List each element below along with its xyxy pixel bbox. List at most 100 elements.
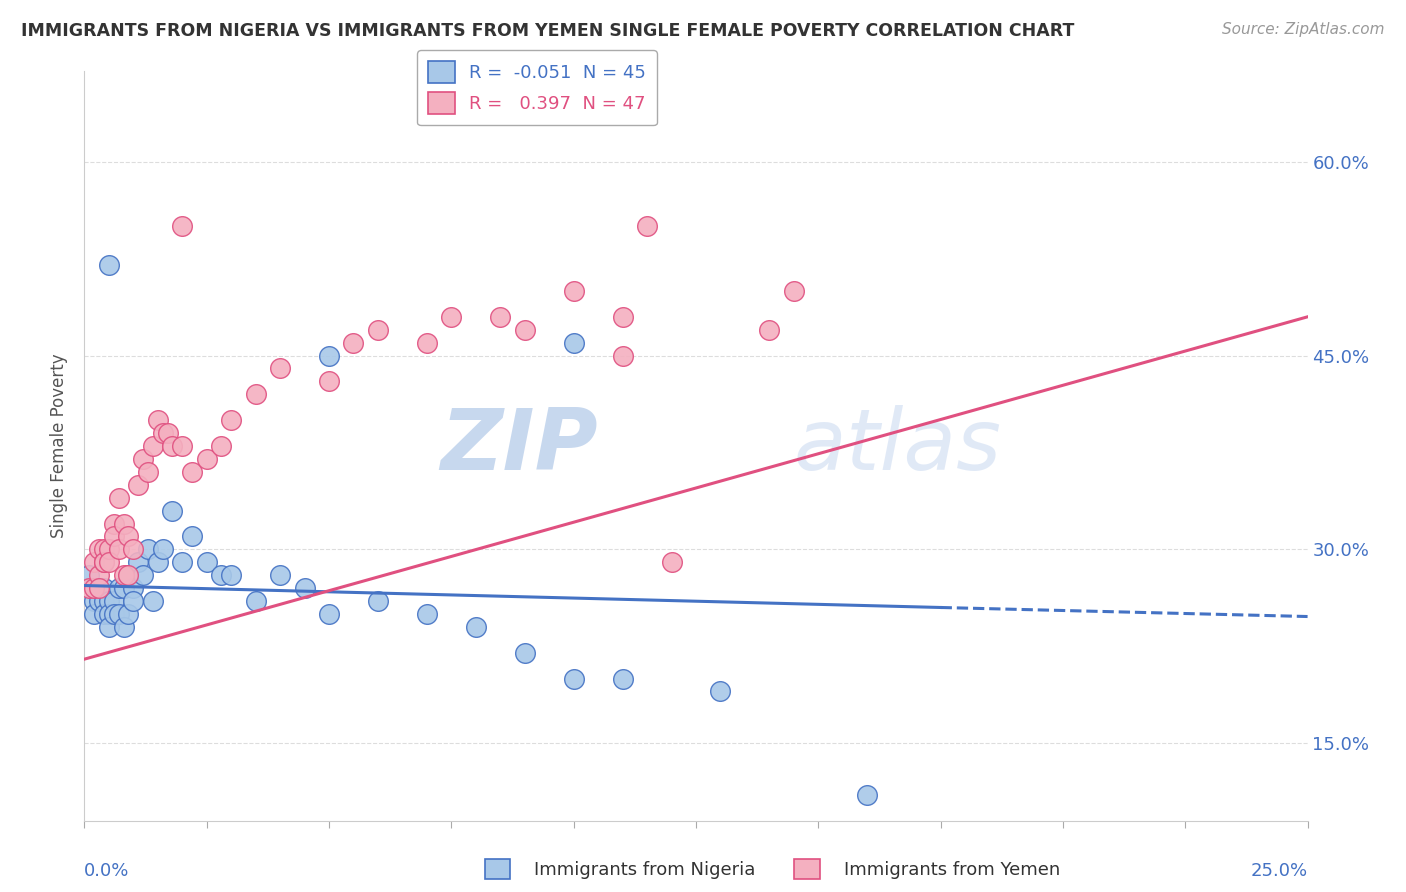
Point: [416, 607, 439, 621]
Text: atlas: atlas: [794, 404, 1002, 488]
Point: [142, 594, 165, 608]
Point: [87, 581, 110, 595]
Point: [97, 555, 120, 569]
Point: [136, 542, 159, 557]
Point: [612, 310, 634, 324]
Point: [97, 542, 120, 557]
Point: [489, 310, 512, 324]
Point: [83, 581, 105, 595]
Point: [146, 555, 169, 569]
Point: [195, 555, 218, 569]
Point: [219, 413, 242, 427]
Point: [172, 439, 194, 453]
Y-axis label: Single Female Poverty: Single Female Poverty: [51, 354, 69, 538]
Point: [367, 594, 389, 608]
Point: [117, 568, 139, 582]
Point: [103, 516, 125, 531]
Point: [112, 568, 135, 582]
Point: [127, 555, 149, 569]
Point: [367, 323, 389, 337]
Point: [107, 542, 129, 557]
Point: [513, 646, 536, 660]
Text: 25.0%: 25.0%: [1250, 863, 1308, 880]
Point: [562, 335, 585, 350]
Point: [112, 620, 135, 634]
Point: [661, 555, 683, 569]
Point: [856, 788, 879, 802]
Point: [107, 491, 129, 505]
Point: [93, 542, 115, 557]
Point: [181, 529, 204, 543]
Point: [146, 413, 169, 427]
Point: [162, 503, 184, 517]
Point: [93, 581, 115, 595]
Point: [562, 284, 585, 298]
Point: [107, 607, 129, 621]
Point: [103, 529, 125, 543]
Point: [636, 219, 658, 234]
Point: [152, 426, 174, 441]
Point: [245, 387, 267, 401]
Point: [219, 568, 242, 582]
Point: [127, 477, 149, 491]
Point: [416, 335, 439, 350]
Point: [181, 465, 204, 479]
Point: [294, 581, 316, 595]
Text: Immigrants from Nigeria: Immigrants from Nigeria: [534, 861, 755, 879]
Point: [93, 594, 115, 608]
Point: [783, 284, 806, 298]
Point: [97, 607, 120, 621]
Point: [172, 219, 194, 234]
Point: [132, 451, 155, 466]
Point: [209, 568, 232, 582]
Text: Source: ZipAtlas.com: Source: ZipAtlas.com: [1222, 22, 1385, 37]
Point: [97, 258, 120, 272]
Point: [269, 361, 291, 376]
Point: [132, 568, 155, 582]
Point: [709, 684, 731, 698]
Point: [142, 439, 165, 453]
Point: [136, 465, 159, 479]
Point: [342, 335, 364, 350]
Point: [97, 620, 120, 634]
Point: [97, 594, 120, 608]
Point: [318, 375, 340, 389]
Point: [83, 594, 105, 608]
Point: [440, 310, 463, 324]
Point: [464, 620, 486, 634]
Point: [122, 542, 145, 557]
Point: [83, 607, 105, 621]
Point: [162, 439, 184, 453]
Point: [117, 529, 139, 543]
Point: [103, 607, 125, 621]
Point: [209, 439, 232, 453]
Point: [93, 555, 115, 569]
Point: [156, 426, 179, 441]
Point: [152, 542, 174, 557]
Text: Immigrants from Yemen: Immigrants from Yemen: [844, 861, 1060, 879]
Point: [83, 555, 105, 569]
Point: [172, 555, 194, 569]
Point: [318, 349, 340, 363]
Point: [318, 607, 340, 621]
Point: [612, 349, 634, 363]
Text: ZIP: ZIP: [440, 404, 598, 488]
Point: [107, 581, 129, 595]
Text: IMMIGRANTS FROM NIGERIA VS IMMIGRANTS FROM YEMEN SINGLE FEMALE POVERTY CORRELATI: IMMIGRANTS FROM NIGERIA VS IMMIGRANTS FR…: [21, 22, 1074, 40]
Point: [758, 323, 780, 337]
Text: 0.0%: 0.0%: [84, 863, 129, 880]
Point: [77, 568, 100, 582]
Point: [245, 594, 267, 608]
Point: [112, 516, 135, 531]
Point: [122, 594, 145, 608]
Point: [87, 542, 110, 557]
Point: [112, 581, 135, 595]
Point: [612, 672, 634, 686]
Point: [122, 581, 145, 595]
Point: [93, 555, 115, 569]
Point: [87, 568, 110, 582]
Point: [103, 594, 125, 608]
Point: [195, 451, 218, 466]
Point: [269, 568, 291, 582]
Point: [77, 581, 100, 595]
